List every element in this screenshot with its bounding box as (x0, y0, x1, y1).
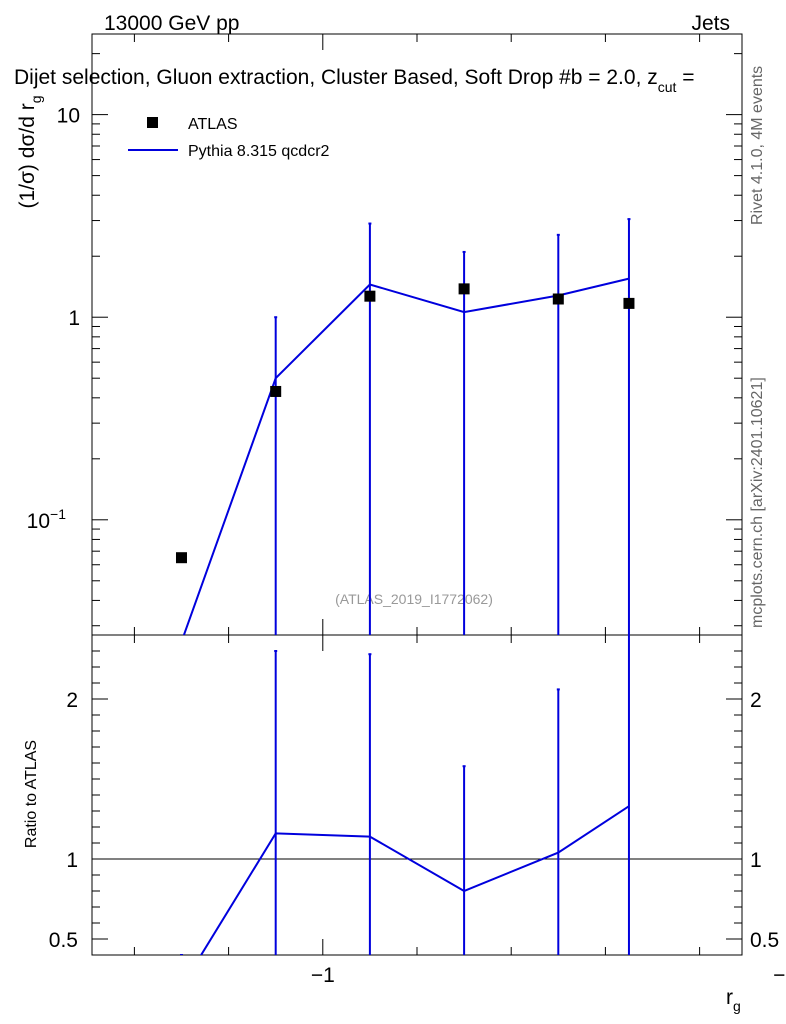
ratio-y-tick-label-right: 1 (750, 849, 762, 872)
legend-atlas-marker (147, 117, 158, 128)
header-jets: Jets (691, 12, 730, 35)
atlas-point (623, 297, 635, 309)
main-y-tick-exponent: −1 (50, 506, 66, 522)
selection-title-text: Dijet selection, Gluon extraction, Clust… (14, 66, 658, 89)
ratio-frame (91, 634, 743, 956)
analysis-watermark: (ATLAS_2019_I1772062) (335, 591, 493, 607)
ratio-line (199, 805, 630, 955)
selection-title: Dijet selection, Gluon extraction, Clust… (14, 66, 695, 95)
ratio-ylabel: Ratio to ATLAS (23, 740, 40, 848)
atlas-point (270, 385, 282, 397)
main-y-tick-label: 10 (57, 105, 80, 128)
atlas-point (458, 283, 470, 295)
ratio-xlabel-text: r (726, 986, 733, 1009)
legend-pythia-label: Pythia 8.315 qcdcr2 (188, 143, 330, 160)
tick-labels: −1 −0.5 10 1 10−1 2 2 1 1 0.5 0.5 (27, 105, 786, 987)
ratio-y-tick-label-right: 2 (750, 689, 762, 712)
selection-title-tail: = (676, 66, 694, 89)
ratio-y-tick-label: 2 (66, 689, 78, 712)
rivet-label: Rivet 4.1.0, 4M events (749, 66, 766, 225)
main-panel-marks (175, 218, 635, 635)
main-ylabel-text: (1/σ) dσ/d r (16, 103, 39, 208)
atlas-point (175, 552, 187, 564)
axis-ticks (92, 34, 742, 955)
main-ylabel: (1/σ) dσ/d rg (16, 95, 44, 208)
ratio-y-tick-label-right: 0.5 (750, 929, 779, 952)
ratio-panel-marks (179, 635, 630, 955)
legend: ATLAS Pythia 8.315 qcdcr2 (128, 116, 330, 160)
main-y-tick-label: 10−1 (27, 506, 67, 533)
mc-line (182, 277, 630, 635)
ratio-xlabel: rg (726, 986, 741, 1014)
atlas-point (364, 290, 376, 302)
selection-title-sub: cut (658, 79, 677, 95)
main-y-tick-label: 1 (68, 307, 80, 330)
mcplots-label: mcplots.cern.ch [arXiv:2401.10621] (749, 377, 766, 628)
x-tick-label: −0.5 (773, 964, 786, 987)
legend-atlas-label: ATLAS (188, 116, 238, 133)
ratio-y-tick-label: 0.5 (49, 929, 78, 952)
x-tick-label: −1 (311, 964, 335, 987)
header-energy: 13000 GeV pp (104, 12, 239, 35)
ratio-y-tick-label: 1 (66, 849, 78, 872)
ratio-xlabel-sub: g (733, 998, 741, 1014)
atlas-point (552, 293, 564, 305)
main-ylabel-sub: g (28, 95, 44, 103)
